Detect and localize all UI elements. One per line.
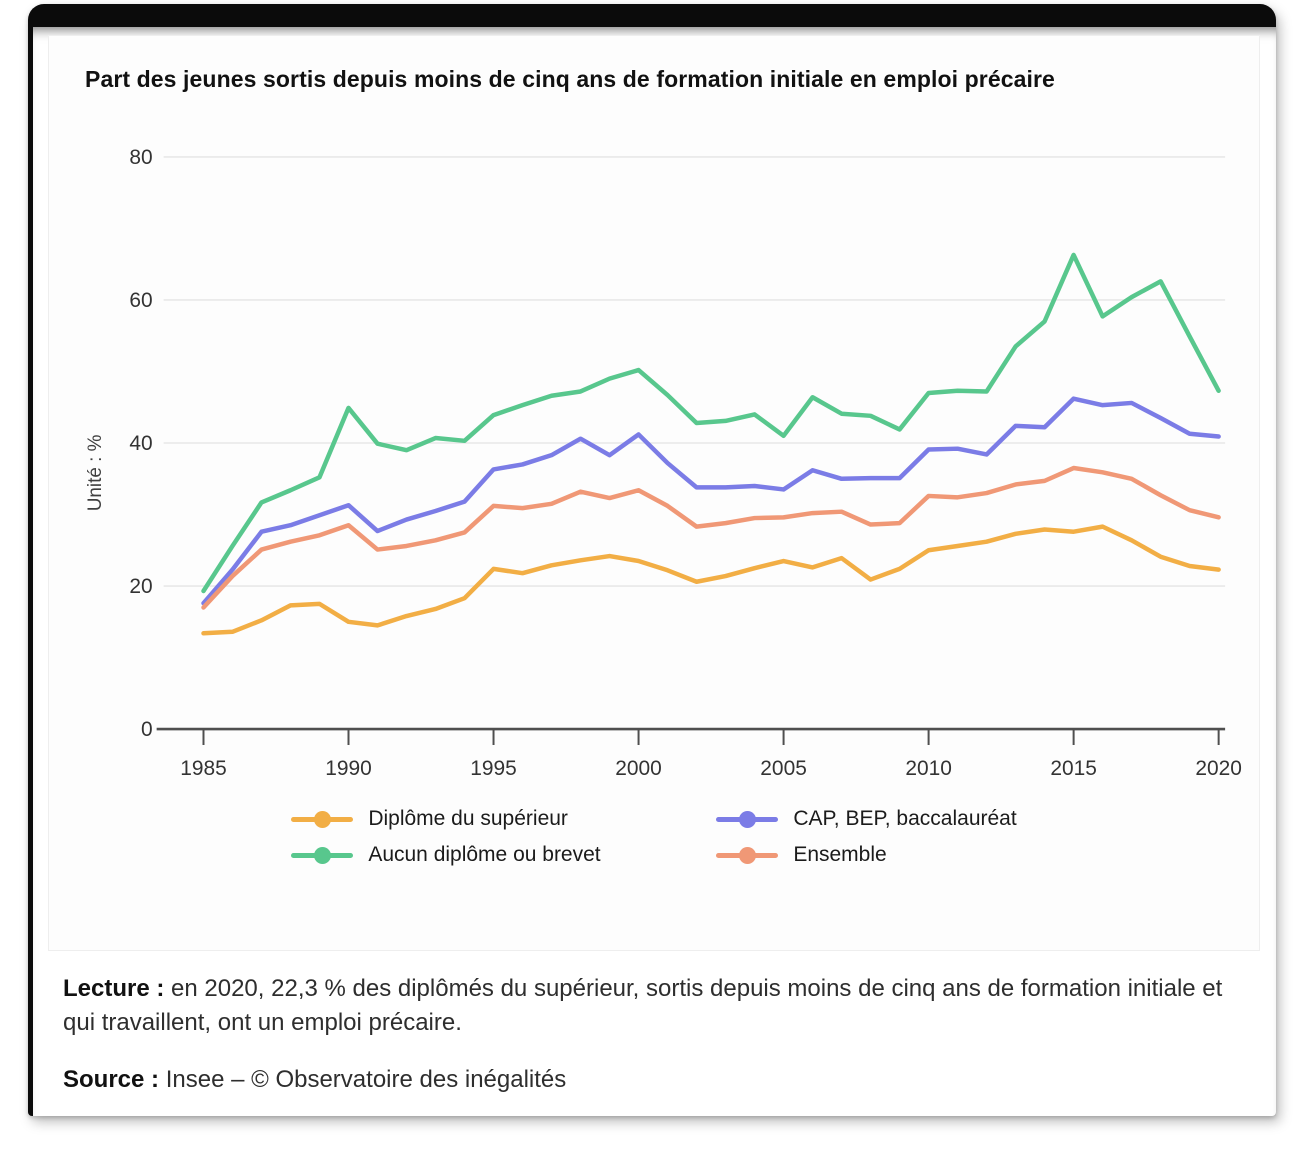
y-tick-label-40: 40: [129, 432, 152, 455]
legend-item-2: CAP, BEP, baccalauréat: [716, 807, 1017, 831]
legend-marker-icon: [291, 810, 354, 828]
legend-label: CAP, BEP, baccalauréat: [793, 807, 1017, 830]
x-tick-label-2020: 2020: [1195, 757, 1242, 780]
x-tick-label-2000: 2000: [615, 757, 662, 780]
legend-marker-icon: [291, 846, 354, 864]
legend-label: Diplôme du supérieur: [368, 807, 568, 830]
y-tick-label-0: 0: [141, 718, 153, 741]
series-line-4: [201, 465, 1221, 610]
legend-marker-icon: [716, 810, 779, 828]
source-text: Insee – © Observatoire des inégalités: [159, 1066, 567, 1093]
x-tick-label-2015: 2015: [1050, 757, 1097, 780]
source-note: Source : Insee – © Observatoire des inég…: [63, 1066, 1243, 1094]
y-tick-label-60: 60: [129, 289, 152, 312]
y-axis-unit-label: Unité : %: [85, 434, 106, 511]
footnotes: Lecture : en 2020, 22,3 % des diplômés d…: [63, 972, 1243, 1094]
x-tick-label-1995: 1995: [470, 757, 517, 780]
lecture-label: Lecture :: [63, 975, 165, 1002]
legend-marker-icon: [716, 846, 779, 864]
window-frame: Part des jeunes sortis depuis moins de c…: [28, 4, 1276, 1116]
legend-label: Aucun diplôme ou brevet: [368, 843, 601, 866]
series-line-3: [201, 252, 1221, 594]
y-tick-label-20: 20: [129, 575, 152, 598]
x-tick-label-2010: 2010: [905, 757, 952, 780]
legend-item-1: Diplôme du supérieur: [291, 807, 716, 831]
x-tick-label-2005: 2005: [760, 757, 807, 780]
line-chart: 1985 1990 1995 2000 2005 2010 2015 2020 0 20 40 60 8…: [85, 146, 1242, 780]
legend-item-3: Aucun diplôme ou brevet: [291, 843, 716, 867]
series-line-1: [201, 524, 1221, 636]
series-line-2: [201, 396, 1221, 606]
x-tick-label-1990: 1990: [325, 757, 372, 780]
y-tick-label-80: 80: [129, 146, 152, 169]
chart-title: Part des jeunes sortis depuis moins de c…: [85, 66, 1055, 92]
lecture-note: Lecture : en 2020, 22,3 % des diplômés d…: [63, 972, 1238, 1040]
lecture-text: en 2020, 22,3 % des diplômés du supérieu…: [63, 975, 1223, 1036]
legend-item-4: Ensemble: [716, 843, 1016, 867]
legend-label: Ensemble: [793, 843, 887, 866]
source-label: Source :: [63, 1066, 160, 1093]
x-tick-label-1985: 1985: [180, 757, 227, 780]
chart-legend: Diplôme du supérieur CAP, BEP, baccalauré…: [291, 807, 1017, 867]
chart-panel: Part des jeunes sortis depuis moins de c…: [48, 35, 1260, 951]
